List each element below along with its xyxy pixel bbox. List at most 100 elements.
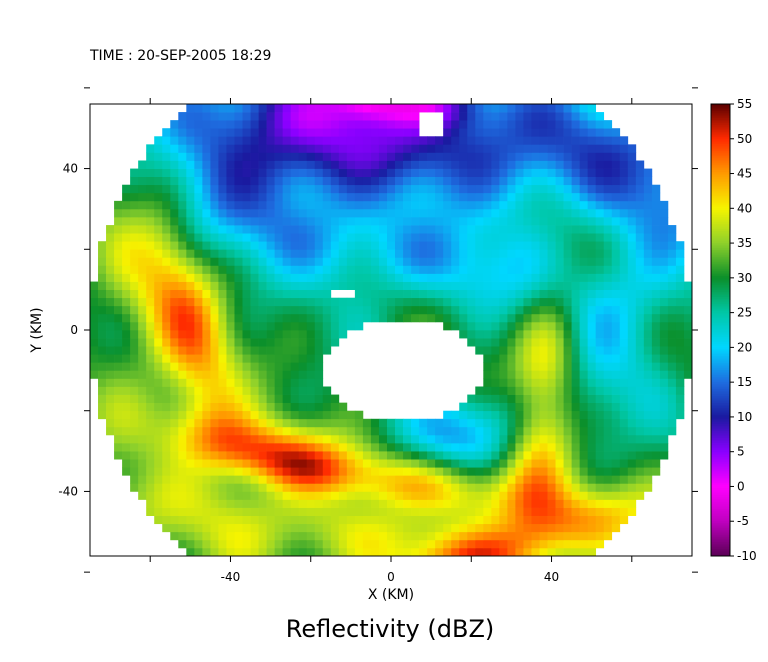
reflectivity-cell — [186, 233, 195, 242]
reflectivity-cell — [587, 443, 597, 452]
reflectivity-cell — [611, 321, 621, 331]
reflectivity-cell — [467, 547, 476, 556]
reflectivity-cell — [443, 475, 452, 484]
reflectivity-cell — [98, 297, 107, 307]
colorbar-segment — [711, 326, 730, 329]
reflectivity-cell — [443, 531, 452, 541]
reflectivity-cell — [282, 507, 292, 516]
reflectivity-cell — [443, 225, 452, 234]
reflectivity-cell — [475, 402, 484, 412]
reflectivity-cell — [563, 297, 572, 307]
reflectivity-cell — [459, 241, 468, 250]
reflectivity-cell — [170, 394, 179, 403]
reflectivity-cell — [226, 289, 235, 299]
reflectivity-cell — [258, 475, 267, 484]
reflectivity-cell — [162, 443, 171, 452]
reflectivity-cell — [483, 418, 492, 428]
reflectivity-cell — [266, 434, 275, 444]
reflectivity-cell — [419, 152, 428, 161]
reflectivity-cell — [322, 152, 332, 161]
reflectivity-cell — [154, 515, 163, 525]
reflectivity-cell — [354, 539, 364, 549]
reflectivity-cell — [443, 152, 452, 161]
reflectivity-cell — [362, 168, 372, 177]
reflectivity-cell — [386, 475, 396, 484]
reflectivity-cell — [515, 273, 524, 282]
reflectivity-cell — [274, 233, 283, 242]
reflectivity-cell — [419, 241, 428, 250]
reflectivity-cell — [314, 475, 324, 484]
reflectivity-cell — [386, 539, 396, 549]
reflectivity-cell — [338, 451, 348, 460]
reflectivity-cell — [563, 120, 572, 129]
reflectivity-cell — [170, 225, 179, 234]
reflectivity-cell — [250, 273, 259, 282]
reflectivity-cell — [170, 265, 179, 274]
reflectivity-cell — [154, 305, 163, 315]
reflectivity-cell — [218, 225, 227, 234]
reflectivity-cell — [395, 225, 404, 234]
reflectivity-cell — [386, 257, 396, 266]
reflectivity-cell — [282, 483, 292, 492]
reflectivity-cell — [651, 281, 661, 290]
reflectivity-cell — [571, 443, 580, 452]
reflectivity-cell — [370, 249, 380, 258]
reflectivity-cell — [635, 378, 645, 387]
reflectivity-cell — [651, 305, 661, 315]
reflectivity-cell — [507, 443, 516, 452]
reflectivity-cell — [515, 394, 524, 403]
reflectivity-cell — [515, 249, 524, 258]
reflectivity-cell — [475, 265, 484, 274]
reflectivity-cell — [427, 192, 436, 202]
reflectivity-cell — [675, 330, 685, 339]
reflectivity-cell — [282, 467, 292, 476]
reflectivity-cell — [386, 467, 396, 476]
colorbar-segment — [711, 436, 730, 439]
reflectivity-cell — [587, 378, 597, 387]
reflectivity-cell — [467, 168, 476, 177]
reflectivity-cell — [314, 434, 324, 444]
reflectivity-cell — [587, 539, 597, 549]
reflectivity-cell — [579, 451, 589, 460]
reflectivity-cell — [282, 434, 292, 444]
reflectivity-cell — [386, 531, 396, 541]
reflectivity-cell — [675, 257, 685, 266]
reflectivity-cell — [411, 483, 420, 492]
reflectivity-cell — [282, 346, 292, 355]
reflectivity-cell — [250, 128, 259, 137]
reflectivity-cell — [378, 120, 388, 129]
reflectivity-cell — [338, 249, 348, 258]
reflectivity-cell — [459, 112, 468, 121]
reflectivity-cell — [386, 200, 396, 210]
reflectivity-cell — [210, 184, 219, 194]
reflectivity-cell — [587, 305, 597, 315]
reflectivity-cell — [106, 370, 115, 379]
reflectivity-cell — [226, 136, 235, 145]
reflectivity-cell — [603, 330, 613, 339]
reflectivity-cell — [370, 128, 380, 137]
reflectivity-cell — [555, 257, 564, 266]
reflectivity-cell — [202, 499, 211, 508]
colorbar-segment — [711, 536, 730, 540]
reflectivity-cell — [675, 394, 685, 403]
reflectivity-cell — [411, 104, 420, 113]
reflectivity-cell — [635, 208, 645, 218]
reflectivity-cell — [130, 434, 139, 444]
reflectivity-cell — [258, 136, 267, 145]
reflectivity-cell — [338, 467, 348, 476]
reflectivity-cell — [194, 354, 203, 363]
reflectivity-cell — [298, 539, 308, 549]
reflectivity-cell — [242, 241, 251, 250]
reflectivity-cell — [170, 152, 179, 161]
colorbar-segment — [711, 197, 730, 201]
reflectivity-cell — [178, 362, 187, 371]
reflectivity-cell — [563, 507, 572, 516]
reflectivity-cell — [475, 475, 484, 484]
reflectivity-cell — [162, 475, 171, 484]
reflectivity-cell — [435, 168, 444, 177]
reflectivity-cell — [427, 531, 436, 541]
reflectivity-cell — [403, 200, 412, 210]
reflectivity-cell — [467, 402, 476, 412]
reflectivity-cell — [210, 265, 219, 274]
reflectivity-cell — [186, 168, 195, 177]
